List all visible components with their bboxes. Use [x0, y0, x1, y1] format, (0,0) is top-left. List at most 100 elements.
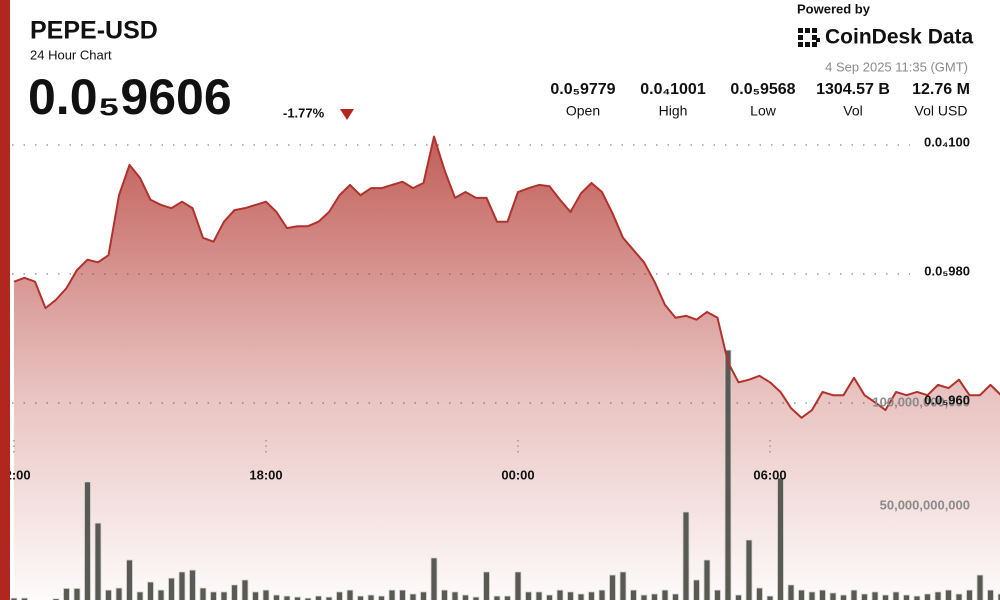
volume-bar — [199, 587, 207, 600]
volume-bar — [798, 589, 805, 600]
y-tick-label: 0.0₅980 — [924, 263, 970, 278]
volume-bar — [52, 598, 60, 600]
volume-bar — [94, 522, 102, 600]
area — [14, 136, 1000, 600]
volume-bar — [493, 595, 501, 600]
accent-bar — [0, 0, 10, 600]
volume-bar — [252, 591, 259, 600]
volume-bar — [924, 593, 931, 600]
volume-bar — [976, 574, 984, 600]
price: 0.0₅9606 — [28, 69, 232, 125]
stat-value: 0.0₅9568 — [730, 81, 795, 98]
volume-bar — [126, 559, 133, 600]
volume-bar — [220, 591, 228, 600]
volume-bar — [871, 591, 879, 600]
volume-bar — [178, 571, 186, 600]
x-tick-label: 18:00 — [249, 467, 282, 482]
volume-bar — [294, 596, 301, 600]
volume-bar — [273, 594, 280, 600]
volume-bar — [819, 589, 826, 600]
volume-bar — [189, 569, 196, 600]
volume-bar — [420, 591, 427, 600]
volume-bar — [892, 591, 900, 600]
volume-bar — [409, 593, 417, 600]
volume-bar — [399, 589, 406, 600]
volume-bar — [714, 589, 721, 600]
subtitle: 24 Hour Chart — [30, 47, 112, 62]
volume-bar — [10, 597, 18, 600]
stat-value: 12.76 M — [912, 81, 970, 98]
volume-bar — [430, 557, 438, 600]
volume-bar — [619, 571, 627, 600]
volume-bar — [441, 589, 448, 600]
volume-bar — [535, 591, 543, 600]
volume-bar — [63, 588, 70, 600]
price-line — [13, 135, 1000, 419]
volume-bar — [913, 595, 921, 600]
volume-bar — [934, 591, 942, 600]
volume-bar — [609, 574, 616, 600]
y2-tick-label: 100,000,000,000 — [872, 394, 970, 409]
volume-bar — [861, 593, 868, 600]
volume-bar — [766, 595, 774, 600]
y-tick-label: 0.0₅960 — [924, 392, 970, 407]
powered-by: Powered by — [797, 1, 871, 16]
stat-label: Vol — [843, 103, 862, 119]
volume-bar — [577, 593, 585, 600]
volume-bar — [367, 594, 375, 600]
volume-bar — [168, 577, 175, 600]
volume-bar — [315, 595, 322, 600]
volume-bar — [882, 594, 889, 600]
volume-bar — [472, 596, 480, 600]
volume-bar — [84, 481, 91, 600]
volume-bar — [210, 591, 217, 600]
volume-bar — [966, 589, 973, 600]
volume-bar — [304, 597, 312, 600]
volume-bar — [451, 591, 459, 600]
volume-bar — [672, 593, 679, 600]
volume-bar — [325, 596, 333, 600]
volume-bar — [147, 581, 154, 600]
volume-bar — [829, 592, 837, 600]
volume-bar — [136, 591, 144, 600]
y2-tick-label: 50,000,000,000 — [880, 497, 970, 512]
volume-bar — [955, 593, 963, 600]
y-tick-label: 0.0₄100 — [924, 134, 970, 149]
volume-bar — [808, 591, 816, 600]
stats: 0.0₅9779 Open 0.0₄1001 High 0.0₅9568 Low 1304.… — [550, 81, 969, 118]
stat-label: High — [659, 103, 688, 119]
volume-bar — [745, 539, 753, 600]
volume-bar — [231, 584, 238, 600]
volume-bar — [661, 589, 669, 600]
volume-bar — [567, 591, 574, 600]
volume-bar — [735, 594, 742, 600]
volume-bar — [997, 593, 1000, 600]
volume-bar — [346, 589, 354, 600]
volume-bar — [756, 587, 763, 600]
volume-bar — [903, 594, 910, 600]
stat-label: Low — [750, 103, 777, 119]
volume-bar — [588, 591, 595, 600]
x-tick-label: 00:00 — [501, 467, 534, 482]
volume-bar — [987, 589, 994, 600]
volume-bar — [283, 595, 291, 600]
stat-value: 1304.57 B — [816, 81, 890, 98]
volume-bar — [514, 571, 522, 600]
volume-bar — [556, 589, 564, 600]
volume-bar — [388, 589, 396, 600]
volume-bar — [640, 594, 648, 600]
volume-bar — [630, 589, 637, 600]
volume-bar — [703, 559, 711, 600]
stat-value: 0.0₄1001 — [640, 81, 706, 98]
volume-bar — [504, 595, 511, 600]
x-tick-label: 06:00 — [753, 467, 786, 482]
volume-bar — [241, 579, 249, 600]
change: -1.77% — [283, 105, 325, 120]
volume-bar — [157, 589, 165, 600]
plot-area: 12:00 18:00 00:00 06:00100,000,000,00050,00… — [0, 134, 1000, 600]
brand-logo — [798, 28, 820, 47]
stat-value: 0.0₅9779 — [550, 81, 615, 98]
volume-bar — [787, 584, 795, 600]
volume-bar — [336, 591, 343, 600]
